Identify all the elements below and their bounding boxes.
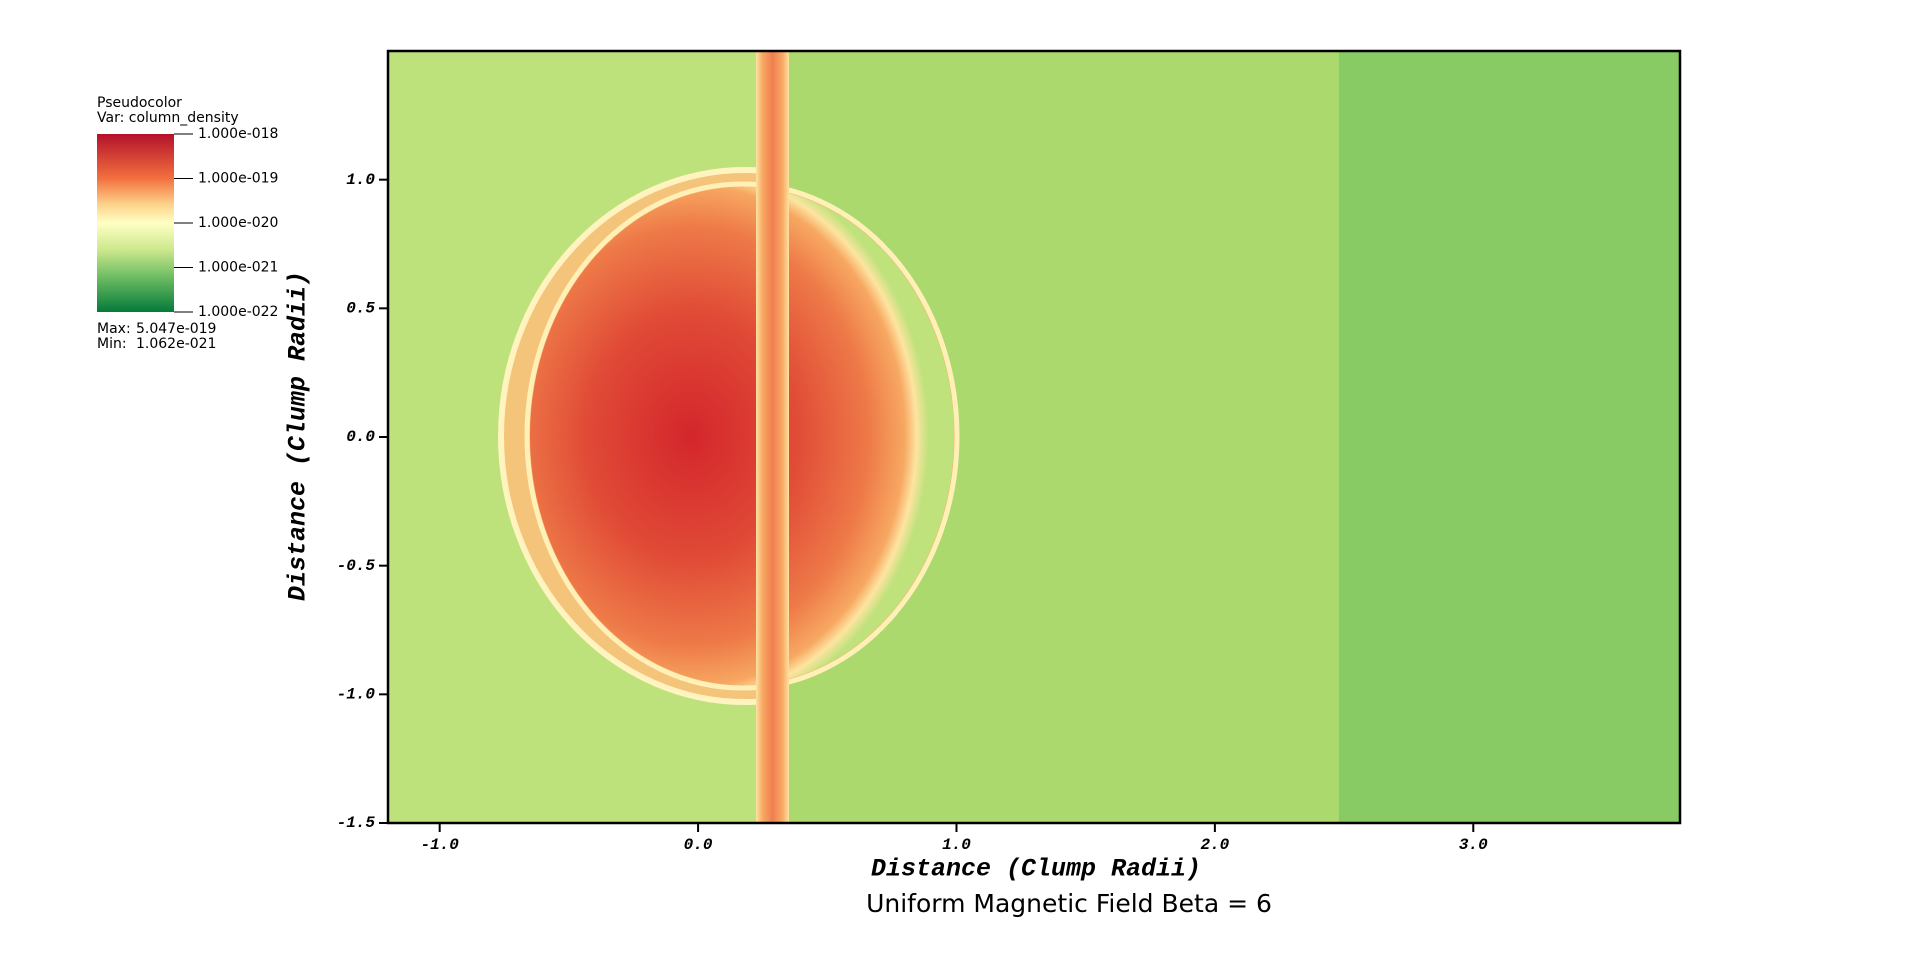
legend-min: 1.062e-021 xyxy=(136,336,216,352)
x-tick-label: 3.0 xyxy=(1459,836,1488,854)
y-tick-label: 0.5 xyxy=(346,300,375,318)
legend-tick-label: 1.000e-019 xyxy=(198,171,278,187)
y-tick-label: -1.0 xyxy=(337,686,376,704)
y-tick-label: 1.0 xyxy=(346,171,375,189)
x-tick-label: 1.0 xyxy=(942,836,971,854)
legend-tick-label: 1.000e-022 xyxy=(198,304,278,320)
legend-tick-label: 1.000e-021 xyxy=(198,260,278,276)
x-tick-label: 0.0 xyxy=(684,836,713,854)
colorbar xyxy=(97,134,174,312)
field-region xyxy=(1339,51,1680,823)
y-tick-label: -1.5 xyxy=(337,814,376,832)
legend-plot: Pseudocolor xyxy=(97,95,182,111)
clump xyxy=(530,187,954,685)
y-axis-label: Distance (Clump Radii) xyxy=(284,271,313,601)
field xyxy=(388,51,1680,823)
legend-variable: Var: column_density xyxy=(97,110,239,126)
legend-max-label: Max: xyxy=(97,321,131,337)
legend-max: 5.047e-019 xyxy=(136,321,216,337)
x-tick-label: 2.0 xyxy=(1200,836,1229,854)
legend-min-label: Min: xyxy=(97,336,127,352)
x-tick-label: -1.0 xyxy=(420,836,459,854)
stripe xyxy=(756,51,789,823)
chart-title: Uniform Magnetic Field Beta = 6 xyxy=(866,889,1272,918)
y-tick-label: 0.0 xyxy=(346,428,375,446)
legend-tick-label: 1.000e-020 xyxy=(198,215,278,231)
y-tick-label: -0.5 xyxy=(337,557,376,575)
legend-tick-label: 1.000e-018 xyxy=(198,126,278,142)
x-axis-label: Distance (Clump Radii) xyxy=(871,855,1201,884)
